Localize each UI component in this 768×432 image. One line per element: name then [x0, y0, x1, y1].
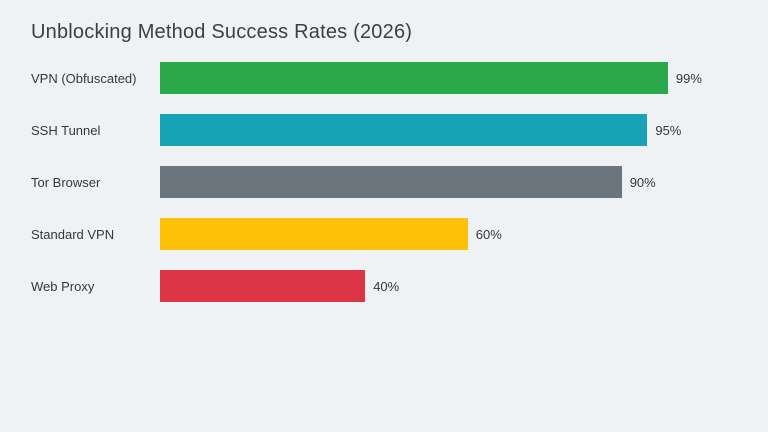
category-label: Standard VPN [31, 226, 115, 242]
value-label: 40% [373, 278, 400, 294]
bar-row: VPN (Obfuscated) 99% [31, 62, 768, 94]
bar [160, 270, 366, 302]
chart-title: Unblocking Method Success Rates (2026) [31, 21, 413, 43]
value-label: 95% [655, 122, 682, 138]
bar-row: SSH Tunnel 95% [31, 114, 768, 146]
value-label: 99% [675, 70, 702, 86]
bar-row: Standard VPN 60% [31, 218, 768, 250]
category-label: VPN (Obfuscated) [31, 70, 137, 86]
value-label: 60% [475, 226, 502, 242]
category-label: Tor Browser [31, 174, 101, 190]
bar-row: Web Proxy 40% [31, 270, 768, 302]
category-label: SSH Tunnel [31, 122, 101, 138]
bar [160, 166, 622, 198]
category-label: Web Proxy [31, 278, 95, 294]
bar [160, 218, 468, 250]
bar [160, 114, 648, 146]
bar-chart: VPN (Obfuscated) 99% SSH Tunnel 95% Tor Brow… [0, 62, 768, 302]
bar-row: Tor Browser 90% [31, 166, 768, 198]
value-label: 90% [629, 174, 656, 190]
bar [160, 62, 668, 94]
